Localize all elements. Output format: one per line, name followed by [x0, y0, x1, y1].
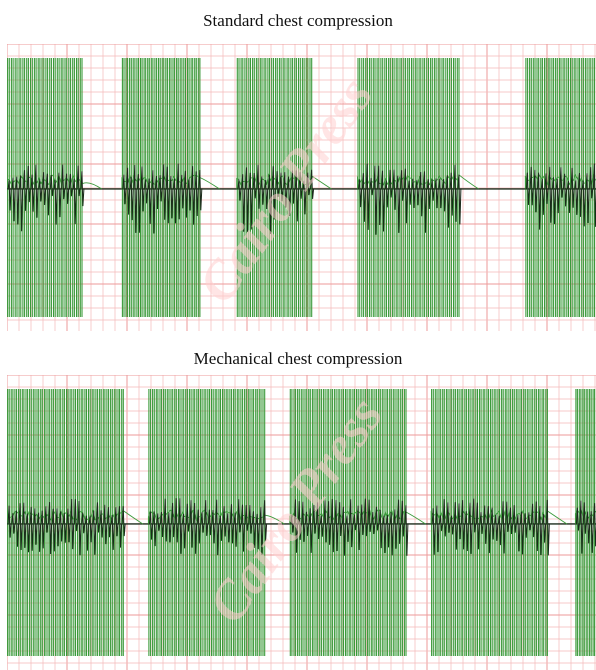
panel-title-mechanical: Mechanical chest compression — [193, 349, 403, 368]
ecg-strip-standard — [7, 44, 596, 331]
ecg-trace-segment — [431, 498, 550, 556]
ecg-trace-segment — [525, 163, 596, 230]
ecg-trace-segment — [7, 498, 126, 556]
ecg-trace-segment — [148, 498, 268, 556]
compression-deflections — [7, 389, 124, 656]
compression-baseline-noise — [7, 173, 102, 190]
compression-deflections — [357, 58, 460, 317]
compression-burst — [524, 58, 596, 317]
ecg-chart-mechanical — [7, 375, 596, 670]
ecg-chart-standard — [7, 44, 596, 331]
ecg-trace-segment — [121, 163, 203, 234]
compression-burst — [121, 58, 220, 317]
compression-baseline-noise — [236, 173, 332, 190]
grid — [7, 44, 596, 331]
ecg-trace-segment — [575, 500, 596, 554]
ecg-trace-segment — [289, 498, 409, 556]
compression-baseline-noise — [121, 173, 220, 190]
ecg-trace-segment — [7, 164, 85, 232]
ecg-trace-segment — [236, 164, 315, 235]
panel-title-standard: Standard chest compression — [203, 11, 393, 30]
ecg-trace-segment — [357, 163, 462, 235]
compression-deflections — [289, 389, 407, 656]
ecg-strip-mechanical — [7, 375, 596, 670]
